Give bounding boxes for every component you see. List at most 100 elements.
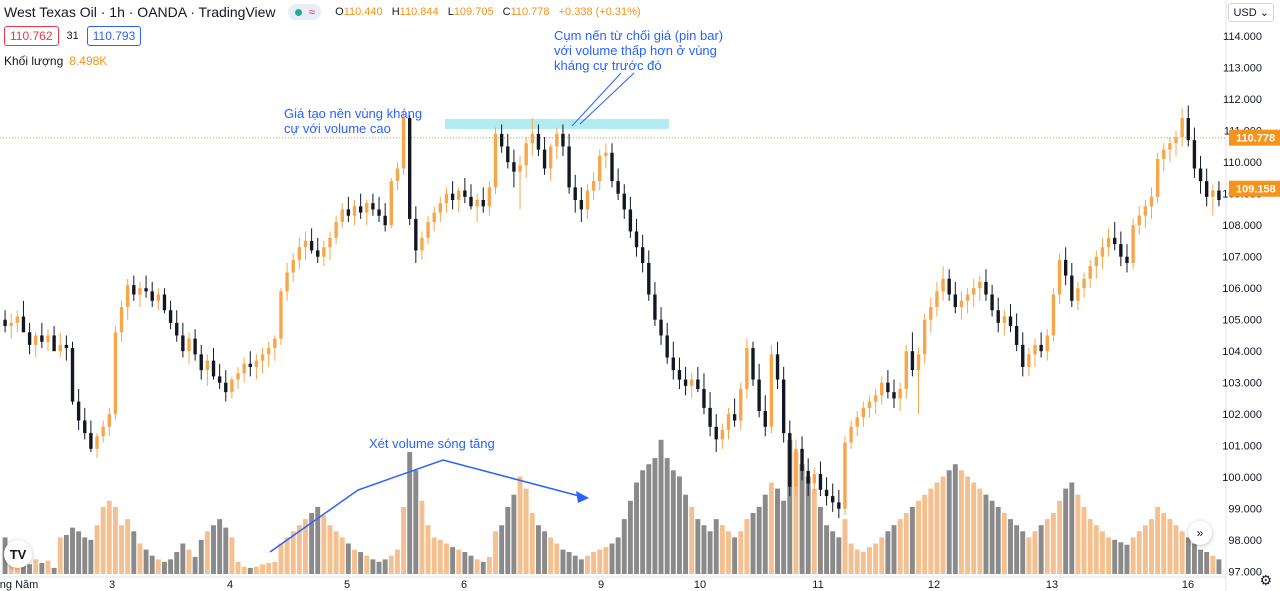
candle-body [9,322,13,326]
volume-bar [523,488,529,574]
volume-bar [272,561,278,574]
candle-body [156,294,161,301]
volume-bar [1032,531,1038,574]
volume-legend[interactable]: Khối lượng 8.498K [4,54,107,68]
candle-body [867,401,872,408]
volume-bar [529,513,535,574]
volume-bar [1001,513,1007,574]
volume-bar [744,519,750,574]
candle-body [506,146,510,163]
volume-bar [1038,525,1044,574]
candle-body [193,338,197,355]
candle-body [371,203,375,210]
volume-bar [315,506,321,574]
volume-bar [511,494,517,574]
volume-bar [542,531,548,574]
time-tick-label: 12 [928,579,940,591]
candle-body [101,426,105,437]
volume-bar [155,559,161,574]
trade-panel: 110.762 31 110.793 [4,26,142,46]
volume-bar [713,519,719,574]
candle-body [401,118,406,169]
volume-bar [125,519,131,574]
volume-bar [131,531,137,574]
candle-body [162,294,167,311]
volume-bar [247,567,253,574]
price-axis-label-bg [1229,180,1280,197]
candle-body [653,294,657,320]
candle-body [978,281,982,289]
volume-bar [364,555,370,574]
volume-bar [1044,519,1050,574]
candle-body [726,414,731,430]
time-tick-label: 16 [1182,579,1194,591]
annotation-volume-wave[interactable]: Xét volume sóng tăng [369,436,495,451]
candle-body [395,168,400,182]
candle-body [132,285,136,295]
time-tick-label: 10 [694,579,706,591]
candle-body [187,338,191,352]
volume-bar [235,561,241,574]
volume-bar [652,458,658,574]
market-status[interactable]: ≈ [287,4,322,20]
candle-body [922,319,927,355]
time-tick-label: 6 [461,579,467,591]
candle-body [959,300,964,308]
volume-bar [33,559,39,574]
volume-bar [701,525,707,574]
candle-body [1027,354,1031,367]
volume-bar [817,506,823,574]
annotation-pinbar[interactable]: Cụm nến từ chối giá (pin bar) với volume… [554,28,723,73]
volume-bar [143,549,149,574]
candle-body [634,231,639,248]
volume-bar [928,488,934,574]
candle-body [1131,225,1135,263]
volume-bar [63,534,69,574]
candle-body [628,209,633,232]
volume-bar [376,561,382,574]
candle-body [640,247,645,263]
volume-bar [1014,525,1020,574]
time-tick-label: 9 [598,579,604,591]
volume-bar [204,531,210,574]
candle-body [444,193,449,204]
volume-bar [670,470,676,574]
volume-bar [1026,537,1032,574]
candle-body [1119,244,1123,257]
scroll-to-realtime-icon[interactable]: » [1188,521,1212,545]
candle-body [432,212,436,223]
candle-body [1002,316,1007,323]
candle-body [377,209,381,216]
sell-button[interactable]: 110.762 [4,26,59,46]
volume-bar [266,563,272,574]
candle-body [181,335,185,352]
candle-body [610,152,614,182]
volume-bar [1075,494,1081,574]
volume-bar [70,527,75,574]
candle-body [340,209,344,223]
candle-body [904,351,908,389]
volume-bar [873,543,879,574]
candle-body [947,278,951,295]
currency-label: USD [1233,7,1257,19]
candle-body [83,420,87,434]
candle-body [1174,137,1178,144]
volume-bar [1179,531,1185,574]
candle-body [1168,143,1172,150]
volume-bar [1216,559,1222,574]
candle-body [763,411,767,427]
candle-body [113,332,118,415]
symbol-title[interactable]: West Texas Oil · 1h · OANDA · TradingVie… [4,4,276,20]
annotation-resistance[interactable]: Giá tạo nên vùng kháng cự với volume cao [284,106,422,136]
settings-gear-icon[interactable]: ⚙ [1259,572,1272,588]
tradingview-logo-icon[interactable]: TV [4,540,32,568]
candle-body [573,187,577,200]
volume-bar [1185,537,1191,574]
volume-bar [1204,552,1210,574]
volume-bar [57,537,63,574]
candle-body [953,294,958,308]
currency-select[interactable]: USD ⌄ [1228,3,1274,22]
buy-button[interactable]: 110.793 [86,26,142,46]
candle-body [230,379,234,393]
